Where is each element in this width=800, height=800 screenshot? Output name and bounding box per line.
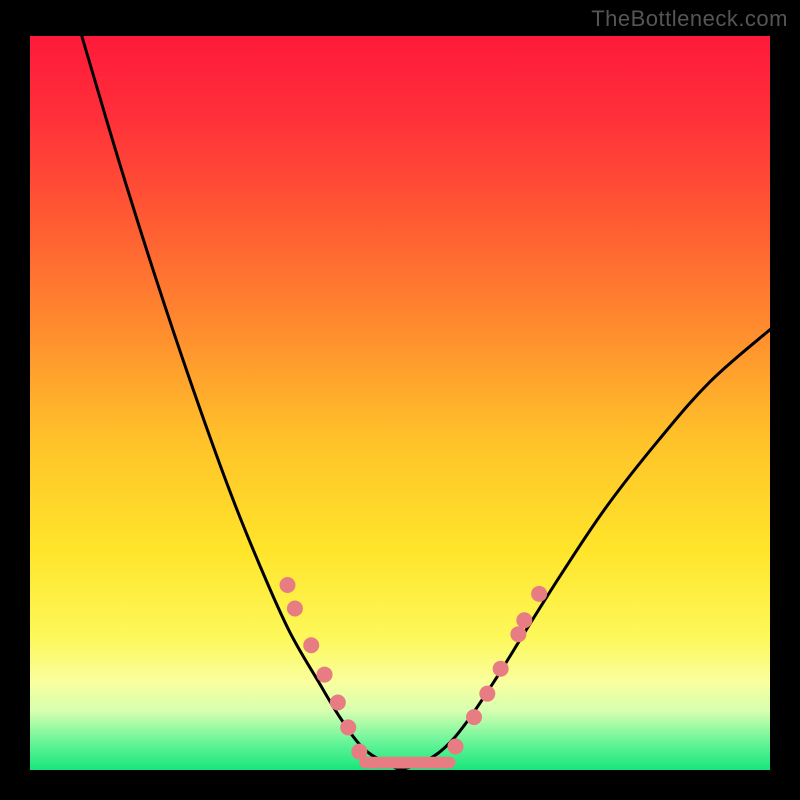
chart-container: TheBottleneck.com [0, 0, 800, 800]
marker-dot [330, 694, 346, 710]
marker-dot [493, 661, 509, 677]
watermark-text: TheBottleneck.com [591, 6, 788, 32]
bottleneck-chart [0, 0, 800, 800]
marker-dot [448, 739, 464, 755]
marker-dot [280, 577, 296, 593]
marker-dot [287, 601, 303, 617]
marker-dot [351, 744, 367, 760]
marker-dot [317, 667, 333, 683]
bottleneck-flat-band [359, 757, 455, 769]
plot-background [30, 36, 770, 770]
marker-dot [303, 637, 319, 653]
marker-dot [531, 586, 547, 602]
marker-dot [466, 709, 482, 725]
marker-dot [510, 626, 526, 642]
marker-dot [479, 686, 495, 702]
marker-dot [340, 719, 356, 735]
marker-dot [516, 612, 532, 628]
